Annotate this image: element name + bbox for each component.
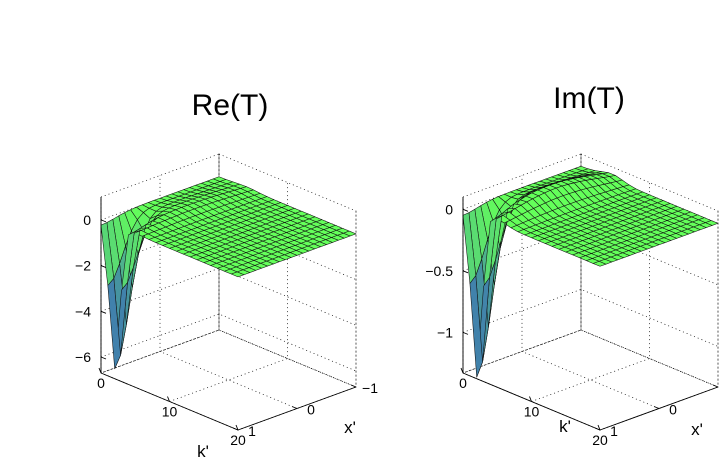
x-gridline [218, 154, 357, 388]
z-tick-mark [462, 208, 469, 212]
k-tick-mark [529, 396, 532, 402]
x-tick-mark [350, 384, 357, 388]
floor [100, 329, 357, 431]
k-tick-mark [460, 367, 464, 374]
k-tick-mark [167, 396, 170, 402]
z-tick-mark [100, 310, 107, 314]
k-tick-label: 10 [162, 404, 178, 420]
z-gridline [100, 222, 357, 280]
k-tick-mark [235, 424, 239, 431]
re-t-title: Re(T) [192, 89, 269, 122]
x-gridline [159, 175, 298, 409]
im-t-surface [462, 165, 719, 378]
x-tick-label: 1 [610, 423, 618, 439]
floor [462, 329, 719, 431]
z-tick-mark [462, 331, 469, 335]
z-tick-mark [462, 270, 469, 274]
re-t-surface [100, 176, 357, 370]
z-tick-mark [100, 219, 107, 223]
x-tick-mark [712, 384, 719, 388]
x-gridline [521, 175, 660, 409]
z-gridline [100, 313, 357, 372]
im-t-title: Im(T) [553, 82, 625, 115]
re-t-ylabel: x' [344, 418, 356, 437]
k-tick-label: 20 [592, 432, 608, 448]
k-tick-mark [98, 367, 102, 374]
k-tick-mark [597, 424, 601, 431]
z-gridline [462, 289, 719, 347]
x-gridline [580, 154, 719, 388]
k-tick-label: 20 [230, 432, 246, 448]
k-tick-label: 0 [97, 375, 105, 391]
z-gridline [100, 267, 357, 326]
x-tick-label: 0 [307, 402, 315, 418]
z-tick-label: 0 [83, 212, 91, 228]
x-tick-mark [232, 427, 239, 431]
z-tick-label: −4 [75, 303, 91, 319]
z-tick-label: −0.5 [425, 263, 453, 279]
im-t-ylabel: x' [691, 420, 703, 439]
z-tick-mark [100, 356, 107, 360]
x-tick-mark [653, 406, 660, 409]
x-tick-label: −1 [362, 380, 378, 396]
x-tick-mark [291, 406, 298, 409]
x-tick-mark [594, 427, 601, 431]
k-tick-label: 0 [459, 375, 467, 391]
surface-cell [462, 212, 477, 284]
x-tick-label: 0 [669, 402, 677, 418]
im-t-xlabel: k' [559, 417, 571, 436]
z-gridline [462, 227, 719, 286]
x-tick-label: 1 [248, 423, 256, 439]
k-tick-label: 10 [524, 404, 540, 420]
z-tick-label: −1 [437, 324, 453, 340]
re-t-xlabel: k' [197, 442, 209, 461]
z-tick-label: 0 [445, 201, 453, 217]
z-tick-label: −2 [75, 258, 91, 274]
z-tick-mark [100, 265, 107, 268]
surface-cell [100, 222, 115, 286]
z-tick-label: −6 [75, 349, 91, 365]
